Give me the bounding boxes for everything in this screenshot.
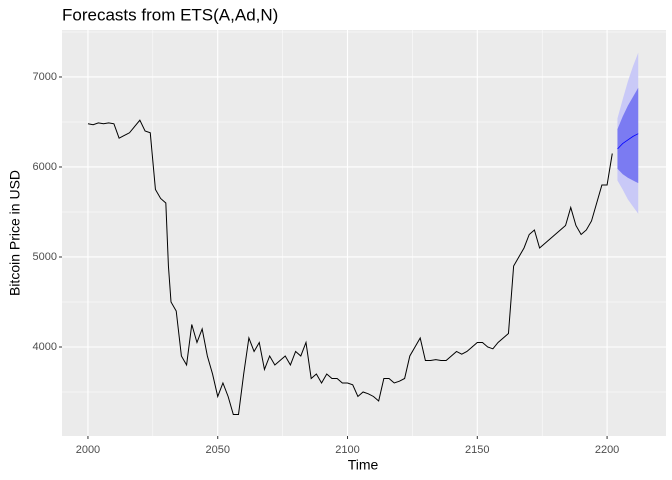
- band-80: [617, 87, 639, 184]
- x-tick-label: 2100: [335, 444, 359, 456]
- y-tick-label: 4000: [33, 341, 57, 353]
- y-tick-label: 5000: [33, 251, 57, 263]
- x-tick-label: 2050: [205, 444, 229, 456]
- x-tick-label: 2000: [76, 444, 100, 456]
- y-tick-label: 6000: [33, 161, 57, 173]
- x-tick-label: 2200: [595, 444, 619, 456]
- y-axis-label: Bitcoin Price in USD: [7, 170, 23, 296]
- forecast-line: [617, 133, 639, 150]
- x-axis-label: Time: [348, 457, 379, 473]
- data-line: [87, 119, 613, 415]
- y-tick-label: 7000: [33, 71, 57, 83]
- x-tick-label: 2150: [465, 444, 489, 456]
- plot-panel: [62, 30, 666, 436]
- chart-title: Forecasts from ETS(A,Ad,N): [62, 5, 278, 24]
